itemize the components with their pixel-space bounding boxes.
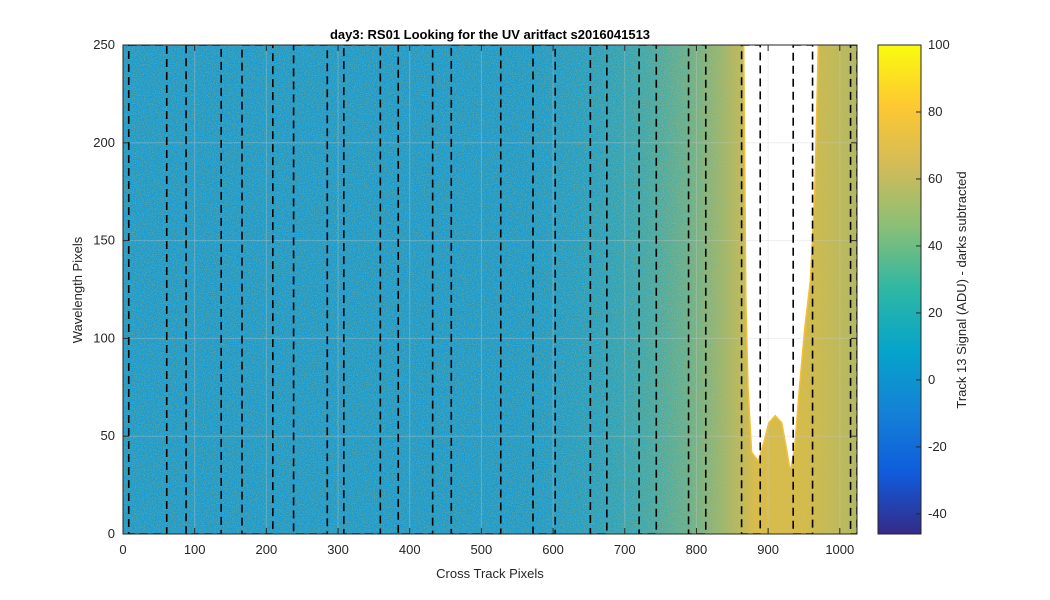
dashed-box (397, 45, 434, 534)
y-tick-label: 100 (93, 330, 115, 345)
grid-group (123, 45, 857, 534)
x-axis-label: Cross Track Pixels (436, 566, 544, 581)
colorbar-tick-label: -40 (928, 506, 947, 521)
chart-title: day3: RS01 Looking for the UV aritfact s… (330, 27, 650, 42)
colorbar-tick-label: 40 (928, 238, 942, 253)
y-axis-label: Wavelength Pixels (70, 236, 85, 343)
x-tick-label: 300 (327, 542, 349, 557)
x-tick-label: 400 (399, 542, 421, 557)
x-tick-label: 1000 (825, 542, 854, 557)
x-tick-label: 600 (542, 542, 564, 557)
x-tick-label: 100 (184, 542, 206, 557)
dashed-box (740, 45, 762, 534)
heatmap-speckle-warm (123, 45, 857, 534)
colorbar-tick-label: 0 (928, 372, 935, 387)
colorbar-tick-label: -20 (928, 439, 947, 454)
plot-frame (122, 44, 858, 535)
colorbar-fill (877, 44, 922, 535)
x-tick-label: 500 (471, 542, 493, 557)
colorbar-tick-label: 100 (928, 37, 950, 52)
dashed-box (792, 45, 814, 534)
dashed-box (127, 45, 168, 534)
dashed-box (589, 45, 608, 534)
x-ticks-group: 0 100 200 300 400 500 600 700 800 900 1000 (119, 45, 854, 557)
y-tick-label: 200 (93, 135, 115, 150)
dashed-box (450, 45, 502, 534)
plot-area (123, 45, 857, 534)
dashed-box (342, 45, 382, 534)
y-ticks-group: 0 50 100 150 200 250 (93, 37, 857, 541)
dashed-box (638, 45, 658, 534)
colorbar-tick-label: 60 (928, 171, 942, 186)
dashed-box (241, 45, 274, 534)
saturated-region (744, 45, 818, 468)
x-tick-label: 800 (686, 542, 708, 557)
colorbar-tick-label: 80 (928, 104, 942, 119)
x-tick-label: 700 (614, 542, 636, 557)
y-tick-label: 150 (93, 233, 115, 248)
colorbar-label: Track 13 Signal (ADU) - darks subtracted (954, 171, 969, 408)
y-tick-label: 0 (108, 526, 115, 541)
saturated-region-group (742, 45, 820, 468)
dashed-box (532, 45, 557, 534)
colorbar-ticks-group: -40 -20 0 20 40 60 80 100 (916, 37, 950, 521)
dashed-box (849, 45, 857, 534)
dashed-box (185, 45, 223, 534)
x-tick-label: 200 (256, 542, 278, 557)
dashed-boxes-group (127, 45, 857, 534)
dashed-box (687, 45, 707, 534)
x-tick-label: 900 (757, 542, 779, 557)
dashed-box (292, 45, 329, 534)
x-tick-label: 0 (119, 542, 126, 557)
colorbar: -40 -20 0 20 40 60 80 100 Track 13 Signal (ADU)… (877, 37, 969, 535)
y-tick-label: 250 (93, 37, 115, 52)
colorbar-tick-label: 20 (928, 305, 942, 320)
y-tick-label: 50 (101, 428, 115, 443)
